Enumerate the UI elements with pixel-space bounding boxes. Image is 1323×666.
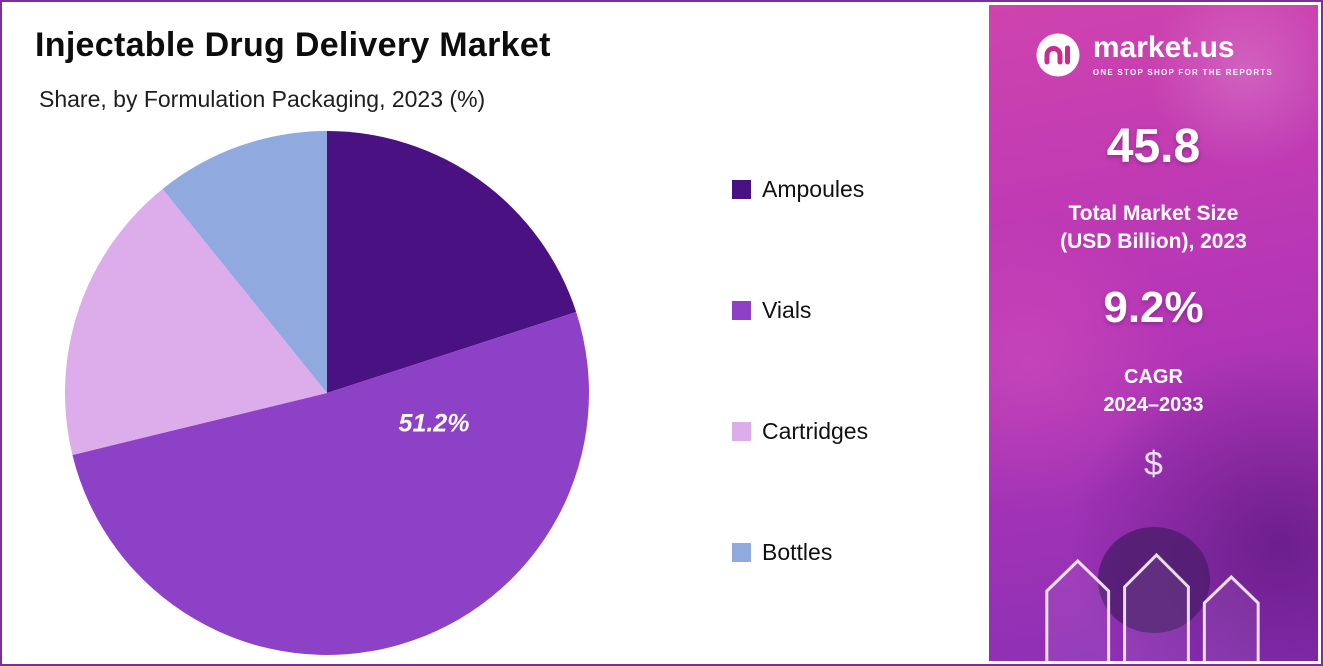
vials-slice-label: 51.2% (398, 409, 470, 438)
brand-row: market.us ONE STOP SHOP FOR THE REPORTS (989, 31, 1318, 79)
pie-slice-ampoules (327, 131, 577, 393)
legend-label-cartridges: Cartridges (762, 418, 869, 444)
cagr-value: 9.2% (1103, 282, 1204, 332)
legend-swatch-vials (732, 301, 751, 320)
market-size-label-line2: (USD Billion), 2023 (1060, 230, 1247, 254)
pie-slice-cartridges (64, 189, 327, 455)
growth-arrows-icon (1045, 552, 1260, 661)
chart-panel: Injectable Drug Delivery Market Share, b… (2, 2, 990, 664)
legend-swatch-cartridges (732, 422, 751, 441)
pie-slice-vials (72, 312, 589, 655)
market-size-label-line1: Total Market Size (1068, 202, 1239, 225)
legend-item-bottles: Bottles (732, 539, 868, 566)
coin-circle-decoration (1097, 527, 1210, 633)
legend-item-ampoules: Ampoules (732, 176, 868, 203)
pie-slice-bottles (162, 131, 327, 393)
page-title: Injectable Drug Delivery Market (35, 26, 551, 64)
dollar-icon: $ (1144, 444, 1163, 483)
cagr-label-line2: 2024–2033 (1103, 393, 1204, 416)
pie-chart: 51.2% (62, 128, 592, 658)
page-subtitle: Share, by Formulation Packaging, 2023 (%… (39, 86, 486, 112)
info-sidebar: market.us ONE STOP SHOP FOR THE REPORTS … (986, 2, 1321, 664)
market-size-label: Total Market Size (USD Billion), 2023 (989, 200, 1318, 257)
legend-label-ampoules: Ampoules (762, 176, 865, 202)
legend-item-cartridges: Cartridges (732, 418, 868, 445)
market-size-value: 45.8 (1106, 120, 1201, 173)
legend-label-vials: Vials (762, 297, 812, 323)
pie-chart-svg (64, 131, 589, 655)
legend-label-bottles: Bottles (762, 539, 833, 565)
cagr-label-line1: CAGR (1124, 365, 1183, 388)
legend-swatch-bottles (732, 543, 751, 562)
brand-name: market.us (1092, 31, 1235, 64)
brand-tagline: ONE STOP SHOP FOR THE REPORTS (1092, 68, 1274, 77)
legend-item-vials: Vials (732, 297, 868, 324)
cagr-label: CAGR 2024–2033 (989, 363, 1318, 419)
legend-swatch-ampoules (732, 180, 751, 199)
brand-text: market.us ONE STOP SHOP FOR THE REPORTS (1092, 31, 1274, 78)
chart-legend: Ampoules Vials Cartridges Bottles (732, 176, 868, 566)
marketus-logo-icon (1036, 33, 1080, 77)
